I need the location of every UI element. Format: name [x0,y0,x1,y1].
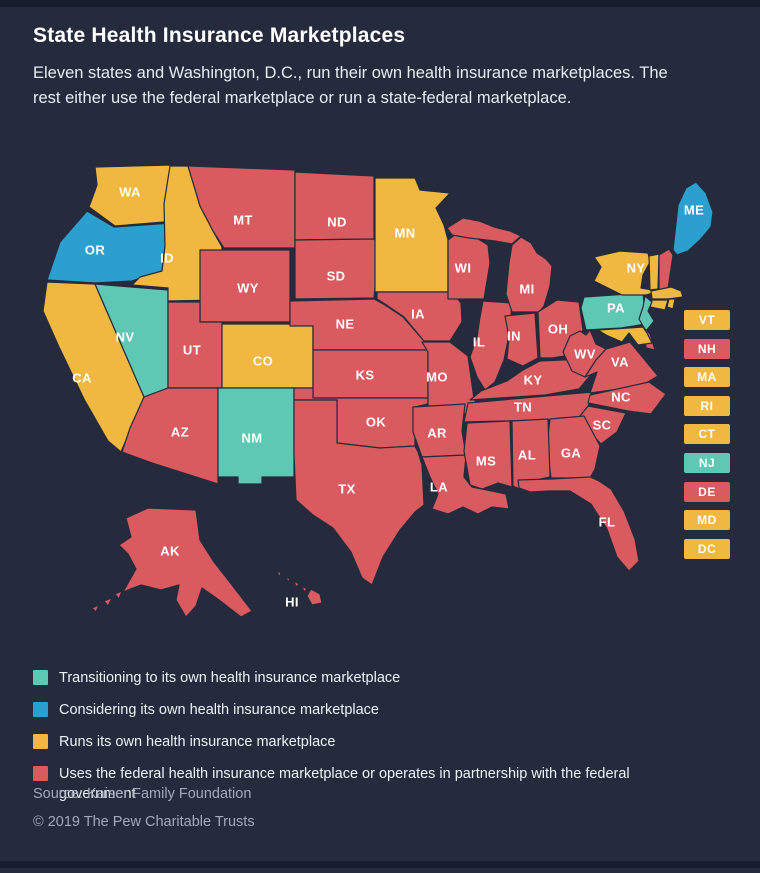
state-MA [650,286,684,300]
state-AK-part-3 [91,604,100,613]
state-label-AK: AK [160,544,180,559]
state-label-AZ: AZ [171,425,189,440]
state-AK-part-4 [114,590,123,600]
legend-item-federal: Uses the federal health insurance market… [33,764,733,804]
state-label-OR: OR [85,243,106,258]
state-label-KS: KS [356,368,375,383]
state-label-MS: MS [476,454,496,469]
bottom-edge-strip [0,861,760,868]
state-label-PA: PA [607,301,625,316]
state-label-MT: MT [233,213,253,228]
state-label-ID: ID [160,251,174,266]
legend-item-transitioning: Transitioning to its own health insuranc… [33,668,733,688]
state-label-MI: MI [519,282,534,297]
state-RI [666,298,676,310]
state-HI-part-5 [301,585,308,593]
state-AK [118,507,253,618]
state-KY [469,358,595,401]
state-label-SC: SC [593,418,612,433]
state-label-NE: NE [336,317,355,332]
state-NH [658,248,674,292]
state-HI [306,588,323,606]
legend-item-considering: Considering its own health insurance mar… [33,700,733,720]
state-label-IA: IA [411,307,425,322]
legend-item-runs_own: Runs its own health insurance marketplac… [33,732,733,752]
state-FL [517,476,640,572]
header: State Health Insurance Marketplaces Elev… [33,24,727,111]
state-label-OK: OK [366,415,387,430]
state-IN [504,312,539,367]
legend-swatch-transitioning [33,670,48,685]
state-LA [421,454,510,515]
state-MS [463,420,513,490]
state-MI-part-2 [446,217,522,245]
state-ME [672,181,714,256]
state-TX [293,399,425,586]
legend-label-runs_own: Runs its own health insurance marketplac… [59,734,336,750]
state-label-SD: SD [327,269,346,284]
state-VT [648,253,660,291]
state-label-TN: TN [514,400,532,415]
source-line: Source: Kaiser Family Foundation [33,786,252,802]
state-NJ [638,295,655,332]
state-AK-part-2 [103,597,113,607]
state-label-CA: CA [72,371,92,386]
state-label-GA: GA [561,446,582,461]
state-label-IN: IN [507,329,521,344]
state-label-WA: WA [119,185,141,200]
state-label-CO: CO [253,354,273,369]
page-title: State Health Insurance Marketplaces [33,24,406,47]
legend: Transitioning to its own health insuranc… [33,668,733,816]
legend-swatch-considering [33,702,48,717]
state-HI-part-3 [285,576,291,583]
state-label-ME: ME [684,203,704,218]
state-label-AR: AR [427,426,447,441]
state-label-LA: LA [430,480,448,495]
state-MD [597,326,653,346]
state-HI-part-4 [293,580,300,588]
top-edge-strip [0,0,760,7]
state-label-VA: VA [611,355,629,370]
state-MI [505,236,553,313]
state-WA [88,164,178,227]
state-label-NC: NC [611,390,631,405]
footer: Source: Kaiser Family Foundation © 2019 … [33,786,727,830]
state-label-WV: WV [574,347,596,362]
state-label-MN: MN [394,226,415,241]
state-label-ND: ND [327,215,347,230]
state-WV [562,329,607,378]
state-label-HI: HI [285,595,299,610]
state-label-TX: TX [338,482,355,497]
state-label-WI: WI [455,261,472,276]
state-NC [587,381,667,415]
state-CT [649,299,669,311]
legend-label-transitioning: Transitioning to its own health insuranc… [59,670,401,686]
state-label-MO: MO [426,370,448,385]
state-label-FL: FL [599,515,616,530]
state-label-NM: NM [241,431,262,446]
legend-label-federal: Uses the federal health insurance market… [59,766,630,802]
state-label-UT: UT [183,343,201,358]
legend-swatch-federal [33,766,48,781]
state-label-WY: WY [237,281,259,296]
state-label-IL: IL [473,335,485,350]
state-label-NV: NV [116,330,135,345]
page-subtitle: Eleven states and Washington, D.C., run … [33,64,668,107]
legend-label-considering: Considering its own health insurance mar… [59,702,379,718]
state-label-OH: OH [548,322,568,337]
state-label-NY: NY [627,261,646,276]
state-VA [584,341,659,394]
copyright-line: © 2019 The Pew Charitable Trusts [33,814,255,830]
state-HI-part-2 [276,570,282,578]
state-ND [294,171,375,241]
state-label-AL: AL [518,448,536,463]
state-label-KY: KY [524,373,543,388]
legend-swatch-runs_own [33,734,48,749]
